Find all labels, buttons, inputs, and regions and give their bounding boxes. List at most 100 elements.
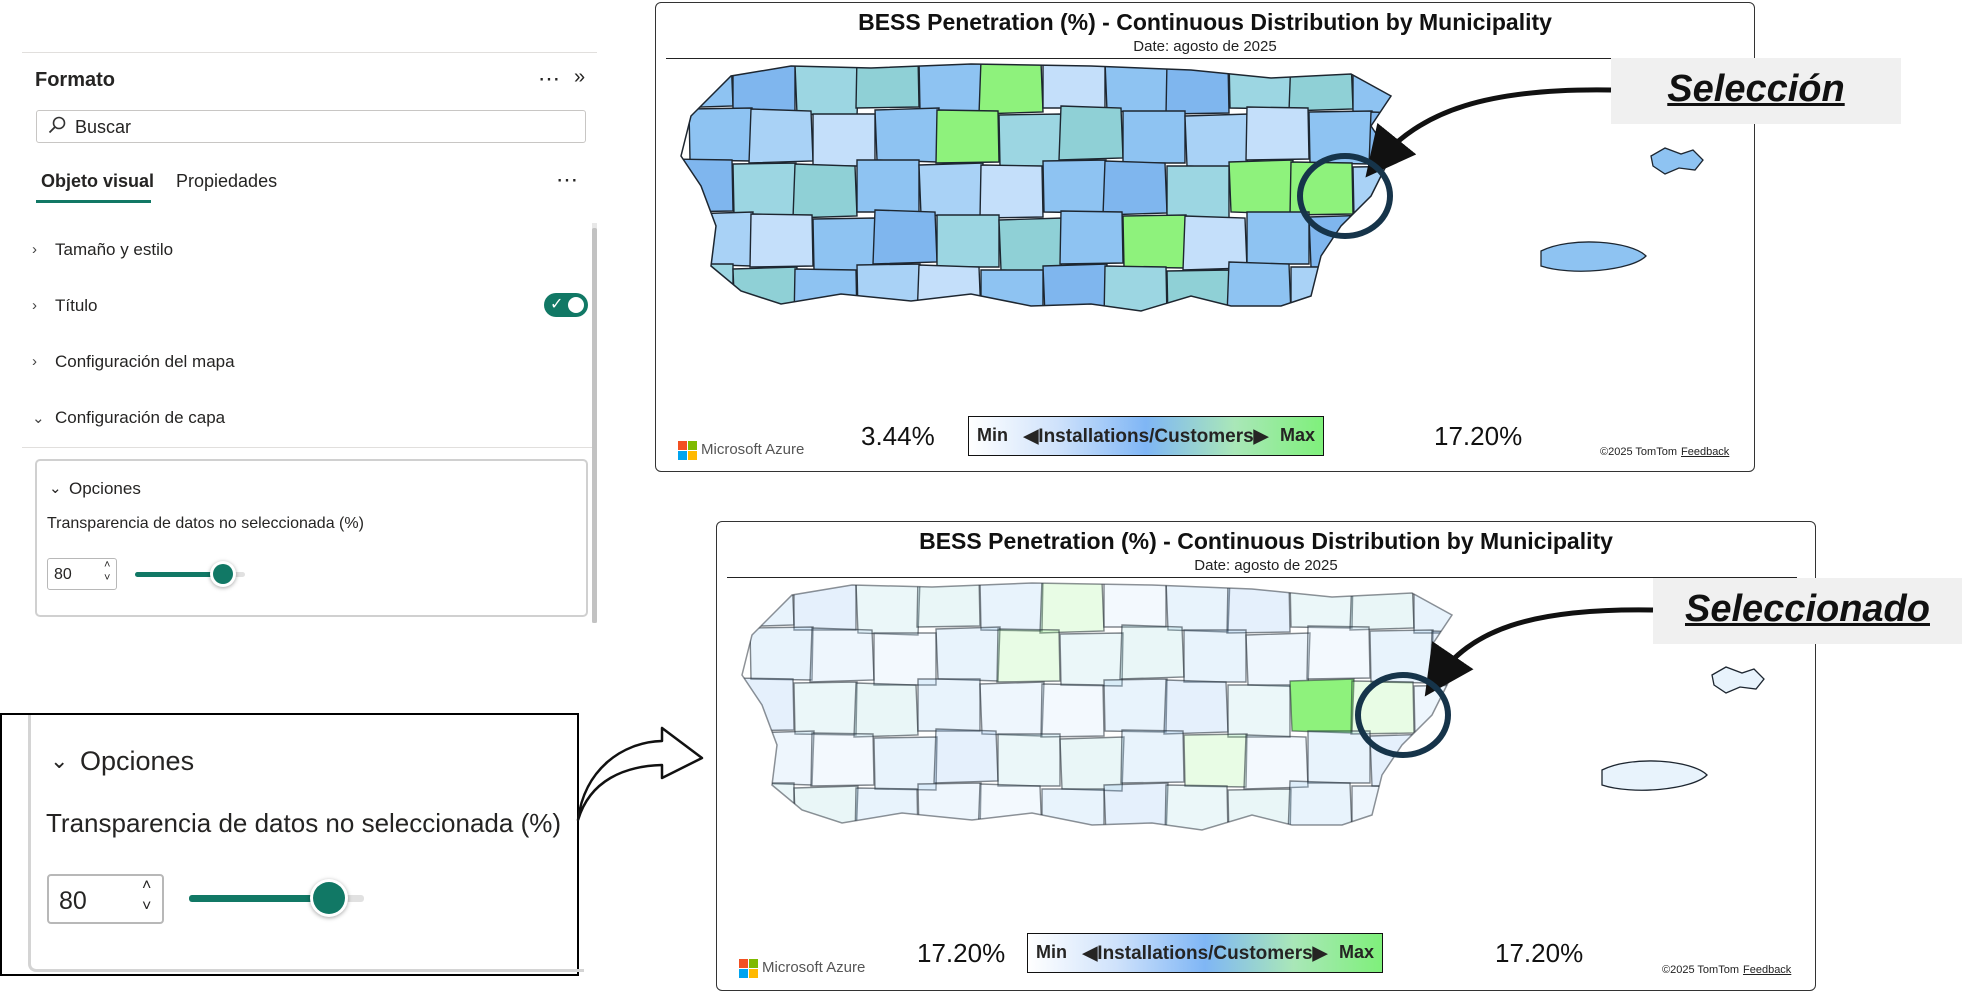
- municipality[interactable]: [1164, 784, 1229, 838]
- municipality[interactable]: [1059, 736, 1125, 792]
- municipality[interactable]: [1059, 632, 1124, 687]
- puerto-rico-map[interactable]: [732, 580, 1802, 930]
- municipality[interactable]: [793, 785, 859, 840]
- municipality[interactable]: [1369, 733, 1435, 789]
- municipality[interactable]: [793, 580, 857, 631]
- municipality[interactable]: [1102, 160, 1168, 216]
- transparency-value[interactable]: 80: [59, 887, 87, 915]
- municipality[interactable]: [1166, 165, 1230, 219]
- municipality[interactable]: [1429, 630, 1494, 686]
- municipality[interactable]: [1042, 61, 1106, 109]
- municipality[interactable]: [1368, 111, 1433, 167]
- municipality[interactable]: [1183, 629, 1247, 683]
- municipality[interactable]: [688, 107, 753, 162]
- municipality[interactable]: [873, 736, 938, 791]
- slider-handle[interactable]: [313, 882, 345, 914]
- municipality[interactable]: [810, 732, 875, 787]
- municipality[interactable]: [998, 113, 1063, 168]
- vieques-island[interactable]: [1601, 760, 1708, 791]
- municipality[interactable]: [918, 61, 983, 113]
- municipality[interactable]: [671, 61, 734, 109]
- municipality[interactable]: [1413, 788, 1478, 843]
- tab-objeto-visual[interactable]: Objeto visual: [41, 171, 155, 191]
- map-card-2[interactable]: BESS Penetration (%) - Continuous Distri…: [716, 521, 1816, 991]
- municipality[interactable]: [997, 733, 1061, 787]
- municipality[interactable]: [1288, 61, 1354, 112]
- municipality[interactable]: [1308, 214, 1374, 270]
- municipality[interactable]: [732, 782, 795, 835]
- map-card-1[interactable]: BESS Penetration (%) - Continuous Distri…: [655, 2, 1755, 472]
- municipality[interactable]: [732, 162, 797, 217]
- municipality[interactable]: [1165, 61, 1230, 115]
- municipality[interactable]: [1430, 735, 1494, 790]
- municipality[interactable]: [1122, 110, 1186, 164]
- transparency-stepper[interactable]: 80 ˄ ˅: [47, 874, 164, 924]
- municipality[interactable]: [809, 627, 875, 683]
- municipality[interactable]: [688, 211, 754, 267]
- municipality[interactable]: [917, 678, 981, 732]
- municipality[interactable]: [1349, 580, 1415, 631]
- municipality[interactable]: [749, 626, 814, 681]
- puerto-rico-map[interactable]: [671, 61, 1741, 411]
- stepper-up-icon[interactable]: ˄: [104, 559, 111, 571]
- municipality[interactable]: [980, 269, 1044, 322]
- stepper-down-icon[interactable]: ˅: [142, 898, 152, 915]
- municipality[interactable]: [1290, 266, 1354, 319]
- municipality[interactable]: [1120, 729, 1185, 784]
- municipality[interactable]: [732, 580, 795, 628]
- municipality[interactable]: [979, 681, 1045, 737]
- stepper-up-icon[interactable]: ˄: [142, 877, 152, 894]
- municipality[interactable]: [794, 62, 860, 117]
- municipality[interactable]: [1103, 678, 1168, 733]
- municipality[interactable]: [749, 730, 815, 786]
- municipality[interactable]: [1369, 629, 1434, 684]
- municipality[interactable]: [1289, 678, 1355, 734]
- feedback-link[interactable]: Feedback: [1681, 446, 1730, 458]
- municipality[interactable]: [935, 109, 1000, 164]
- municipality[interactable]: [732, 266, 798, 321]
- municipality[interactable]: [1227, 684, 1291, 738]
- municipality[interactable]: [855, 581, 921, 636]
- municipality[interactable]: [1352, 165, 1416, 220]
- municipality[interactable]: [916, 264, 982, 319]
- section-configuracion-de-capa[interactable]: ⌄ Configuración de capa: [22, 391, 592, 448]
- slider-handle[interactable]: [213, 564, 233, 584]
- municipality[interactable]: [792, 163, 858, 219]
- municipality[interactable]: [996, 628, 1061, 683]
- municipality[interactable]: [1289, 580, 1354, 629]
- municipality[interactable]: [1059, 210, 1124, 265]
- municipality[interactable]: [671, 263, 734, 316]
- municipality[interactable]: [1245, 106, 1310, 161]
- municipality[interactable]: [1039, 580, 1105, 634]
- municipality[interactable]: [749, 213, 814, 268]
- municipality[interactable]: [856, 263, 921, 317]
- stepper-down-icon[interactable]: ˅: [104, 572, 111, 584]
- municipality[interactable]: [853, 682, 919, 738]
- chevron-down-icon[interactable]: ⌄: [49, 480, 62, 497]
- transparency-value[interactable]: 80: [54, 566, 72, 583]
- municipality[interactable]: [998, 217, 1064, 273]
- municipality[interactable]: [872, 209, 938, 265]
- opciones-header[interactable]: Opciones: [80, 746, 195, 776]
- municipality[interactable]: [1228, 61, 1293, 110]
- municipality[interactable]: [748, 108, 814, 164]
- municipality[interactable]: [1413, 684, 1477, 739]
- municipality[interactable]: [1226, 261, 1292, 316]
- municipality[interactable]: [1289, 161, 1354, 216]
- municipality[interactable]: [1243, 734, 1309, 790]
- municipality[interactable]: [1166, 269, 1231, 323]
- feedback-link[interactable]: Feedback: [1743, 964, 1792, 976]
- municipality[interactable]: [1226, 580, 1291, 634]
- municipality[interactable]: [1351, 785, 1415, 838]
- municipality[interactable]: [1103, 265, 1168, 319]
- more-options-icon[interactable]: ⋯: [538, 66, 561, 91]
- municipality[interactable]: [936, 214, 1000, 268]
- municipality[interactable]: [854, 787, 919, 841]
- municipality[interactable]: [1119, 624, 1185, 680]
- municipality[interactable]: [1058, 105, 1124, 161]
- municipality[interactable]: [1042, 263, 1108, 318]
- municipality[interactable]: [1246, 211, 1310, 265]
- municipality[interactable]: [1287, 780, 1353, 835]
- municipality[interactable]: [1103, 782, 1169, 837]
- section-titulo[interactable]: › Título ✓: [22, 279, 592, 336]
